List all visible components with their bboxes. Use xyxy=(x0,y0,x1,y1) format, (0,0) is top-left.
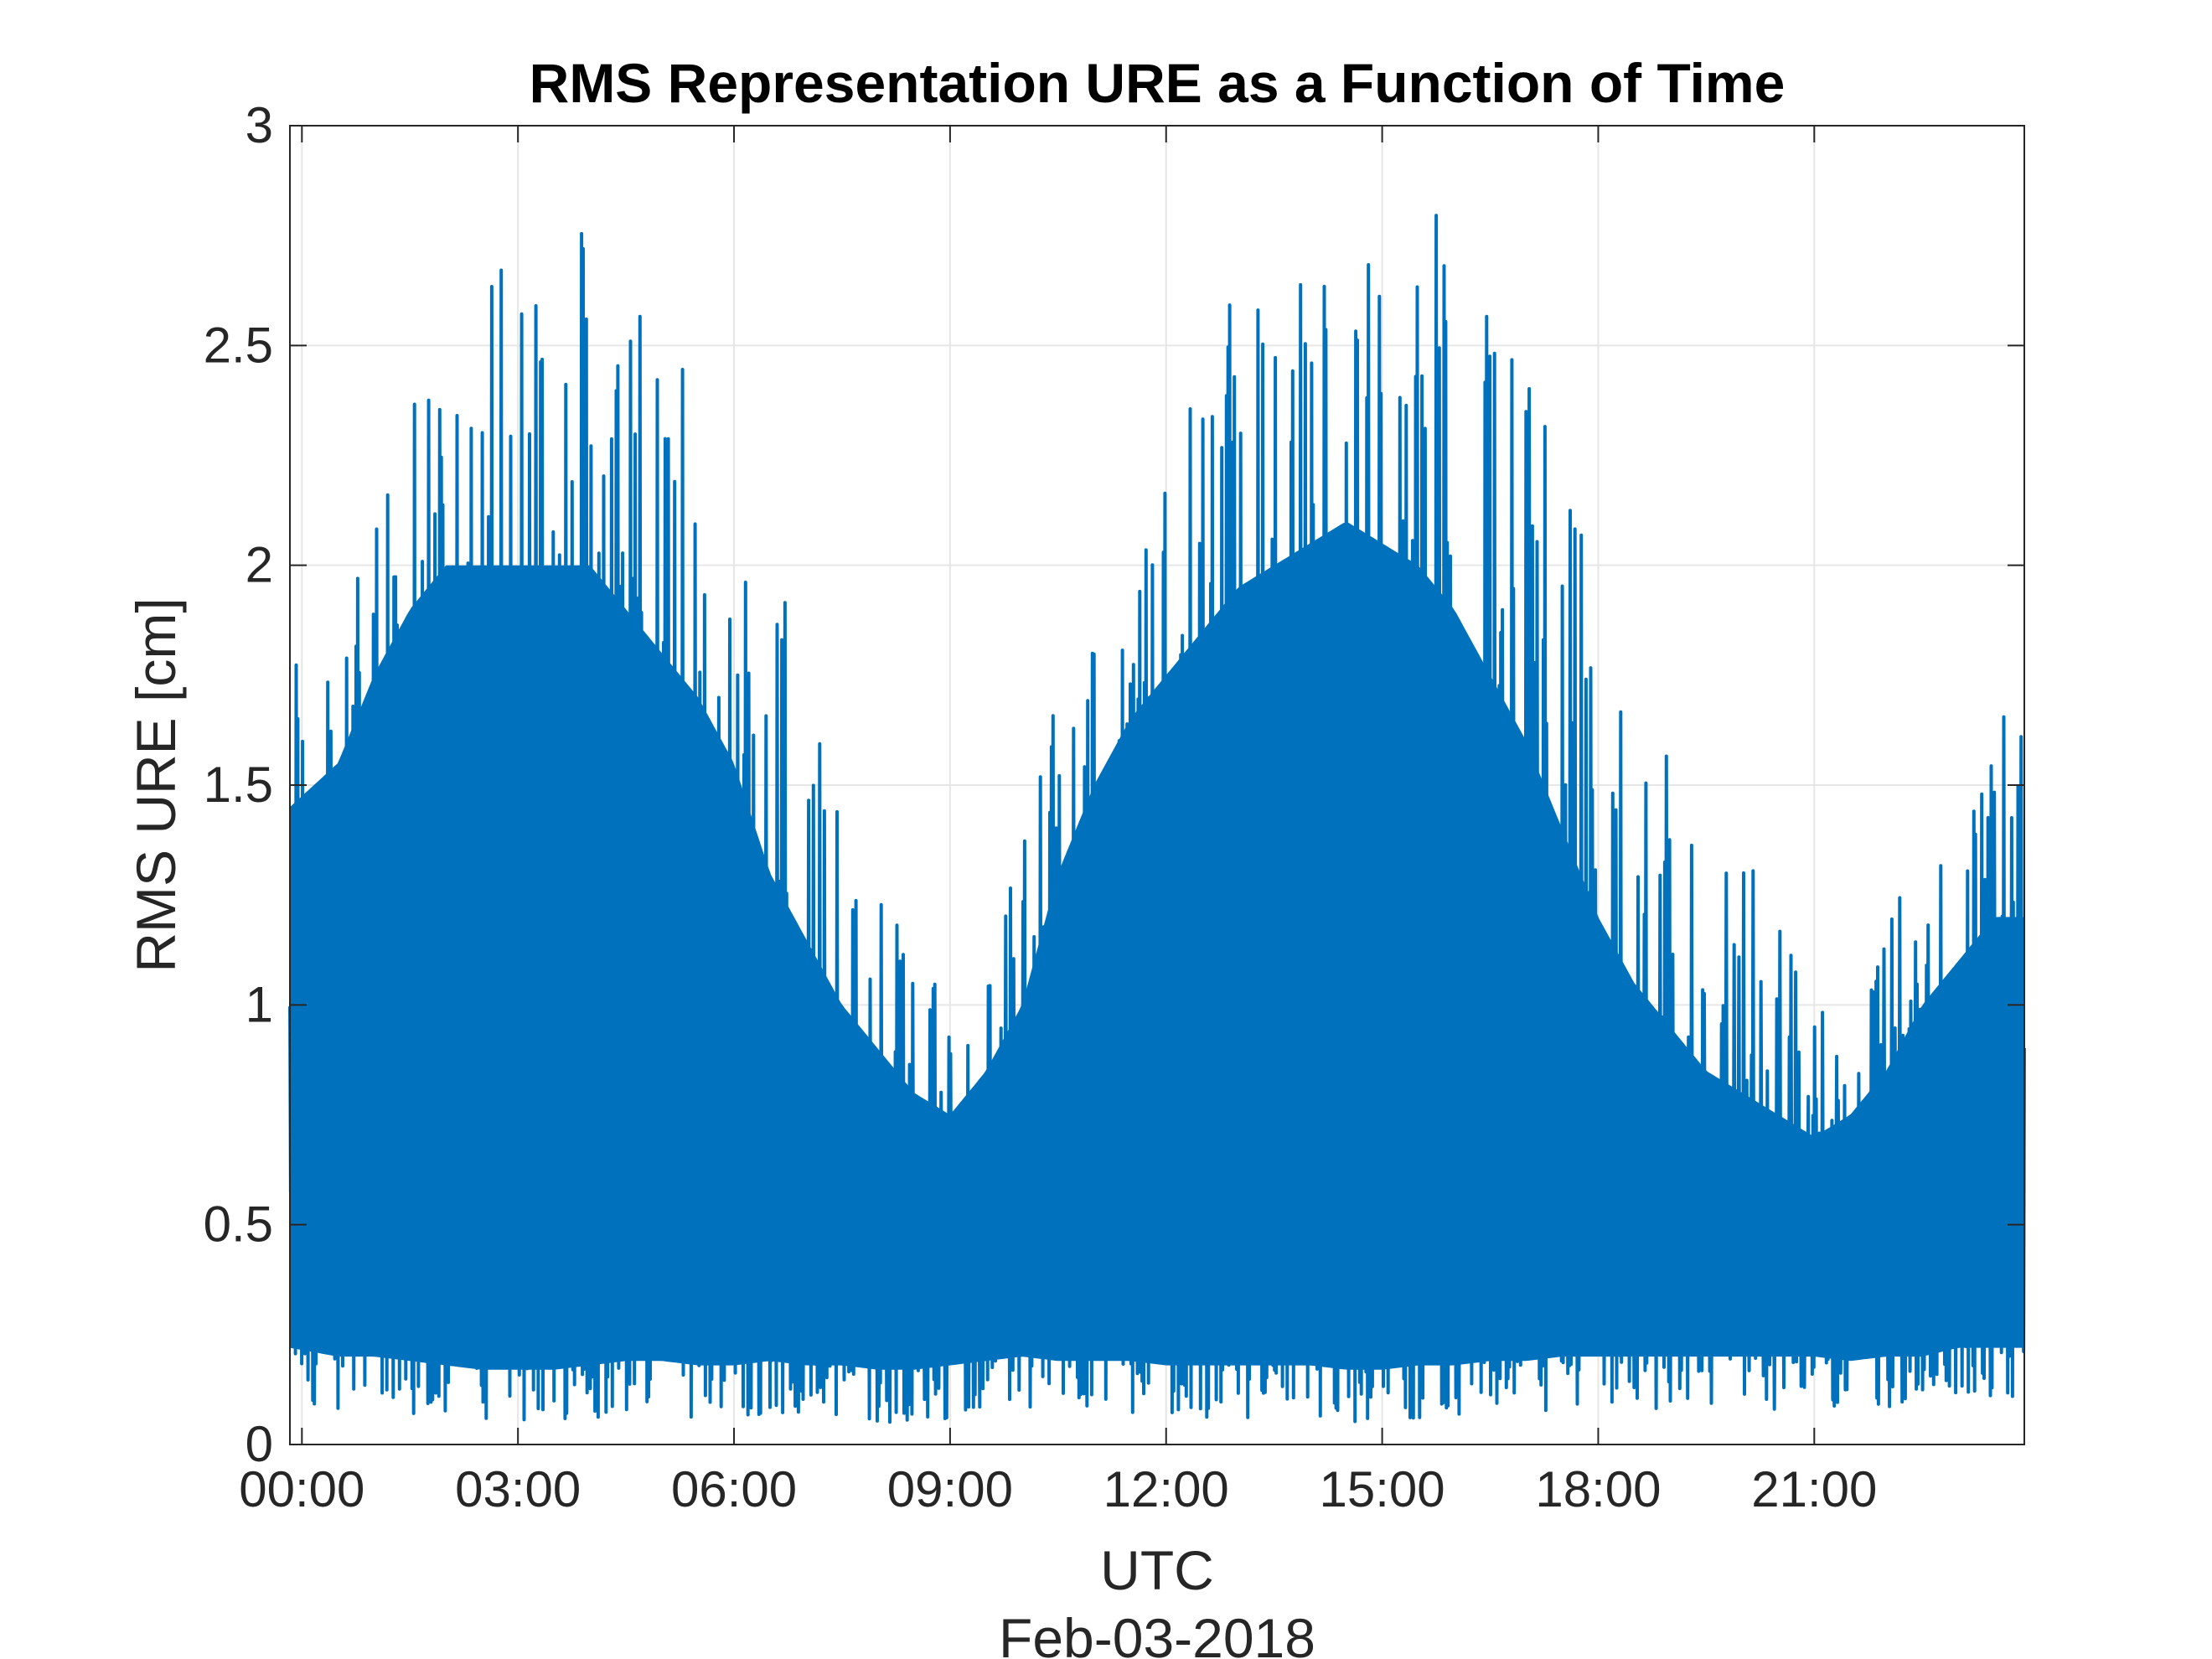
tick-marks xyxy=(290,125,2024,1445)
x-axis-date-label: Feb-03-2018 xyxy=(999,1607,1315,1659)
x-tick-label: 12:00 xyxy=(1103,1461,1229,1517)
x-tick-label: 09:00 xyxy=(887,1461,1013,1517)
y-tick-label: 2 xyxy=(245,537,273,593)
y-tick-label: 1.5 xyxy=(204,757,273,813)
y-tick-label: 1 xyxy=(245,976,273,1032)
y-axis-label: RMS URE [cm] xyxy=(125,597,187,972)
x-tick-label: 21:00 xyxy=(1751,1461,1877,1517)
y-tick-label: 2.5 xyxy=(204,317,273,373)
x-tick-label: 00:00 xyxy=(239,1461,364,1517)
chart-title: RMS Representation URE as a Function of … xyxy=(530,52,1786,114)
x-tick-label: 15:00 xyxy=(1320,1461,1445,1517)
x-tick-label: 18:00 xyxy=(1535,1461,1661,1517)
x-tick-label: 06:00 xyxy=(671,1461,797,1517)
series-line xyxy=(288,214,2026,1424)
x-tick-label: 03:00 xyxy=(455,1461,581,1517)
y-tick-labels: 0 0.5 1 1.5 2 2.5 3 xyxy=(204,97,273,1472)
x-tick-labels: 00:00 03:00 06:00 09:00 12:00 15:00 18:00 21:00 xyxy=(239,1461,1877,1517)
data-series xyxy=(288,214,2026,1424)
y-tick-label: 0.5 xyxy=(204,1196,273,1253)
y-tick-label: 3 xyxy=(245,97,273,153)
y-tick-label: 0 xyxy=(245,1416,273,1472)
x-axis-label: UTC xyxy=(1100,1539,1214,1601)
